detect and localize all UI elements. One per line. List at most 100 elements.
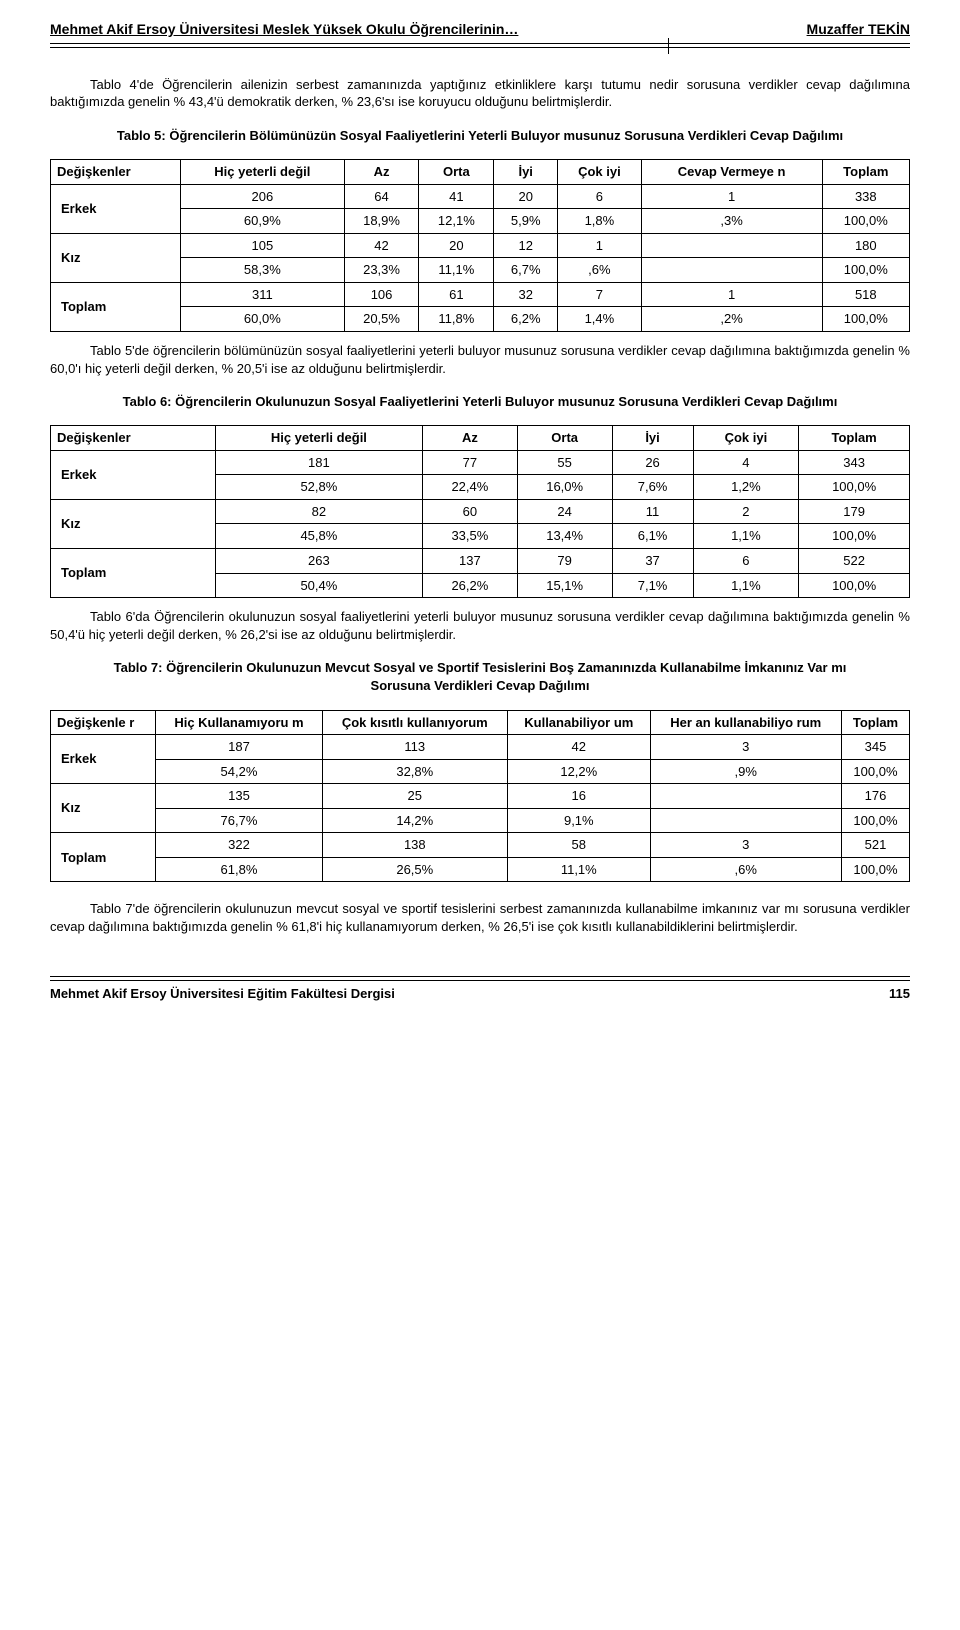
table-cell: 11 <box>612 499 693 524</box>
table-col-header: Kullanabiliyor um <box>508 710 650 735</box>
table-col-header: Değişkenler <box>51 426 216 451</box>
table-col-header: Hiç yeterli değil <box>215 426 422 451</box>
table-cell: 16,0% <box>517 475 612 500</box>
table-cell: 100,0% <box>799 524 910 549</box>
table-cell: ,9% <box>650 759 841 784</box>
table-cell: 100,0% <box>799 573 910 598</box>
table-cell: ,6% <box>558 258 641 283</box>
table-cell: 32,8% <box>322 759 508 784</box>
table-cell: 77 <box>423 450 518 475</box>
table-cell: 54,2% <box>156 759 322 784</box>
table-col-header: Az <box>344 160 419 185</box>
table-col-header: Değişkenler <box>51 160 181 185</box>
table-cell: 22,4% <box>423 475 518 500</box>
table-cell: 60 <box>423 499 518 524</box>
table-cell: 138 <box>322 833 508 858</box>
table-cell: 7 <box>558 282 641 307</box>
table-row-label: Erkek <box>51 184 181 233</box>
table-cell: 26,2% <box>423 573 518 598</box>
table-col-header: İyi <box>612 426 693 451</box>
table-cell: 26,5% <box>322 857 508 882</box>
table-cell: 20 <box>419 233 494 258</box>
table-cell: 3 <box>650 833 841 858</box>
table-cell: 79 <box>517 549 612 574</box>
table-cell: 345 <box>841 735 909 760</box>
table-cell: 105 <box>181 233 345 258</box>
table-cell: 100,0% <box>841 857 909 882</box>
table-row-label: Erkek <box>51 450 216 499</box>
tablo6-title: Tablo 6: Öğrencilerin Okulunuzun Sosyal … <box>90 393 870 411</box>
tablo6: DeğişkenlerHiç yeterli değilAzOrtaİyiÇok… <box>50 425 910 598</box>
table-cell: 521 <box>841 833 909 858</box>
table-cell: 41 <box>419 184 494 209</box>
table-col-header: Toplam <box>799 426 910 451</box>
table-cell: 100,0% <box>799 475 910 500</box>
table-cell: 6,7% <box>494 258 558 283</box>
table-cell: 187 <box>156 735 322 760</box>
table-col-header: Hiç Kullanamıyoru m <box>156 710 322 735</box>
table-cell: 7,1% <box>612 573 693 598</box>
table-cell: 52,8% <box>215 475 422 500</box>
table-col-header: Az <box>423 426 518 451</box>
table-cell: ,6% <box>650 857 841 882</box>
table-cell: 61,8% <box>156 857 322 882</box>
table-cell: 1,1% <box>693 524 799 549</box>
table-col-header: Çok iyi <box>693 426 799 451</box>
table-cell: 42 <box>344 233 419 258</box>
table-cell: 11,8% <box>419 307 494 332</box>
table-cell: 20 <box>494 184 558 209</box>
tablo5-title: Tablo 5: Öğrencilerin Bölümünüzün Sosyal… <box>90 127 870 145</box>
table-col-header: Cevap Vermeye n <box>641 160 822 185</box>
table-cell: 1 <box>641 184 822 209</box>
table-cell: 12 <box>494 233 558 258</box>
table-cell: 343 <box>799 450 910 475</box>
table-col-header: Çok iyi <box>558 160 641 185</box>
table-cell: 12,1% <box>419 209 494 234</box>
table-cell: 176 <box>841 784 909 809</box>
table-cell: 1 <box>558 233 641 258</box>
table-cell: 76,7% <box>156 808 322 833</box>
table-cell: 25 <box>322 784 508 809</box>
table-cell: 50,4% <box>215 573 422 598</box>
table-cell: 5,9% <box>494 209 558 234</box>
table-cell: 6 <box>558 184 641 209</box>
page-footer: Mehmet Akif Ersoy Üniversitesi Eğitim Fa… <box>50 985 910 1003</box>
table-cell: 1,1% <box>693 573 799 598</box>
tablo7-title: Tablo 7: Öğrencilerin Okulunuzun Mevcut … <box>90 659 870 695</box>
header-right: Muzaffer TEKİN <box>807 20 910 39</box>
para-after-tablo7: Tablo 7'de öğrencilerin okulunuzun mevcu… <box>50 900 910 935</box>
table-cell: 100,0% <box>822 209 909 234</box>
table-cell: 6 <box>693 549 799 574</box>
table-cell: 58 <box>508 833 650 858</box>
table-cell: 13,4% <box>517 524 612 549</box>
table-cell: 60,0% <box>181 307 345 332</box>
table-cell: 26 <box>612 450 693 475</box>
table-cell: 55 <box>517 450 612 475</box>
table-cell: 18,9% <box>344 209 419 234</box>
tablo5: DeğişkenlerHiç yeterli değilAzOrtaİyiÇok… <box>50 159 910 332</box>
table-cell <box>650 808 841 833</box>
table-cell: 113 <box>322 735 508 760</box>
table-cell: 6,1% <box>612 524 693 549</box>
table-cell: 179 <box>799 499 910 524</box>
table-cell <box>641 258 822 283</box>
table-cell: 33,5% <box>423 524 518 549</box>
para-after-tablo5: Tablo 5'de öğrencilerin bölümünüzün sosy… <box>50 342 910 377</box>
footer-divider <box>50 976 910 981</box>
table-col-header: Toplam <box>822 160 909 185</box>
table-cell: ,3% <box>641 209 822 234</box>
table-col-header: Değişkenle r <box>51 710 156 735</box>
intro-paragraph: Tablo 4'de Öğrencilerin ailenizin serbes… <box>50 76 910 111</box>
table-cell: 2 <box>693 499 799 524</box>
table-cell: 522 <box>799 549 910 574</box>
table-cell: 1,2% <box>693 475 799 500</box>
table-cell: 3 <box>650 735 841 760</box>
table-cell: 32 <box>494 282 558 307</box>
table-cell: 311 <box>181 282 345 307</box>
para-after-tablo6: Tablo 6'da Öğrencilerin okulunuzun sosya… <box>50 608 910 643</box>
table-cell: 206 <box>181 184 345 209</box>
table-cell: 338 <box>822 184 909 209</box>
table-row-label: Erkek <box>51 735 156 784</box>
table-row-label: Toplam <box>51 833 156 882</box>
table-cell: 20,5% <box>344 307 419 332</box>
